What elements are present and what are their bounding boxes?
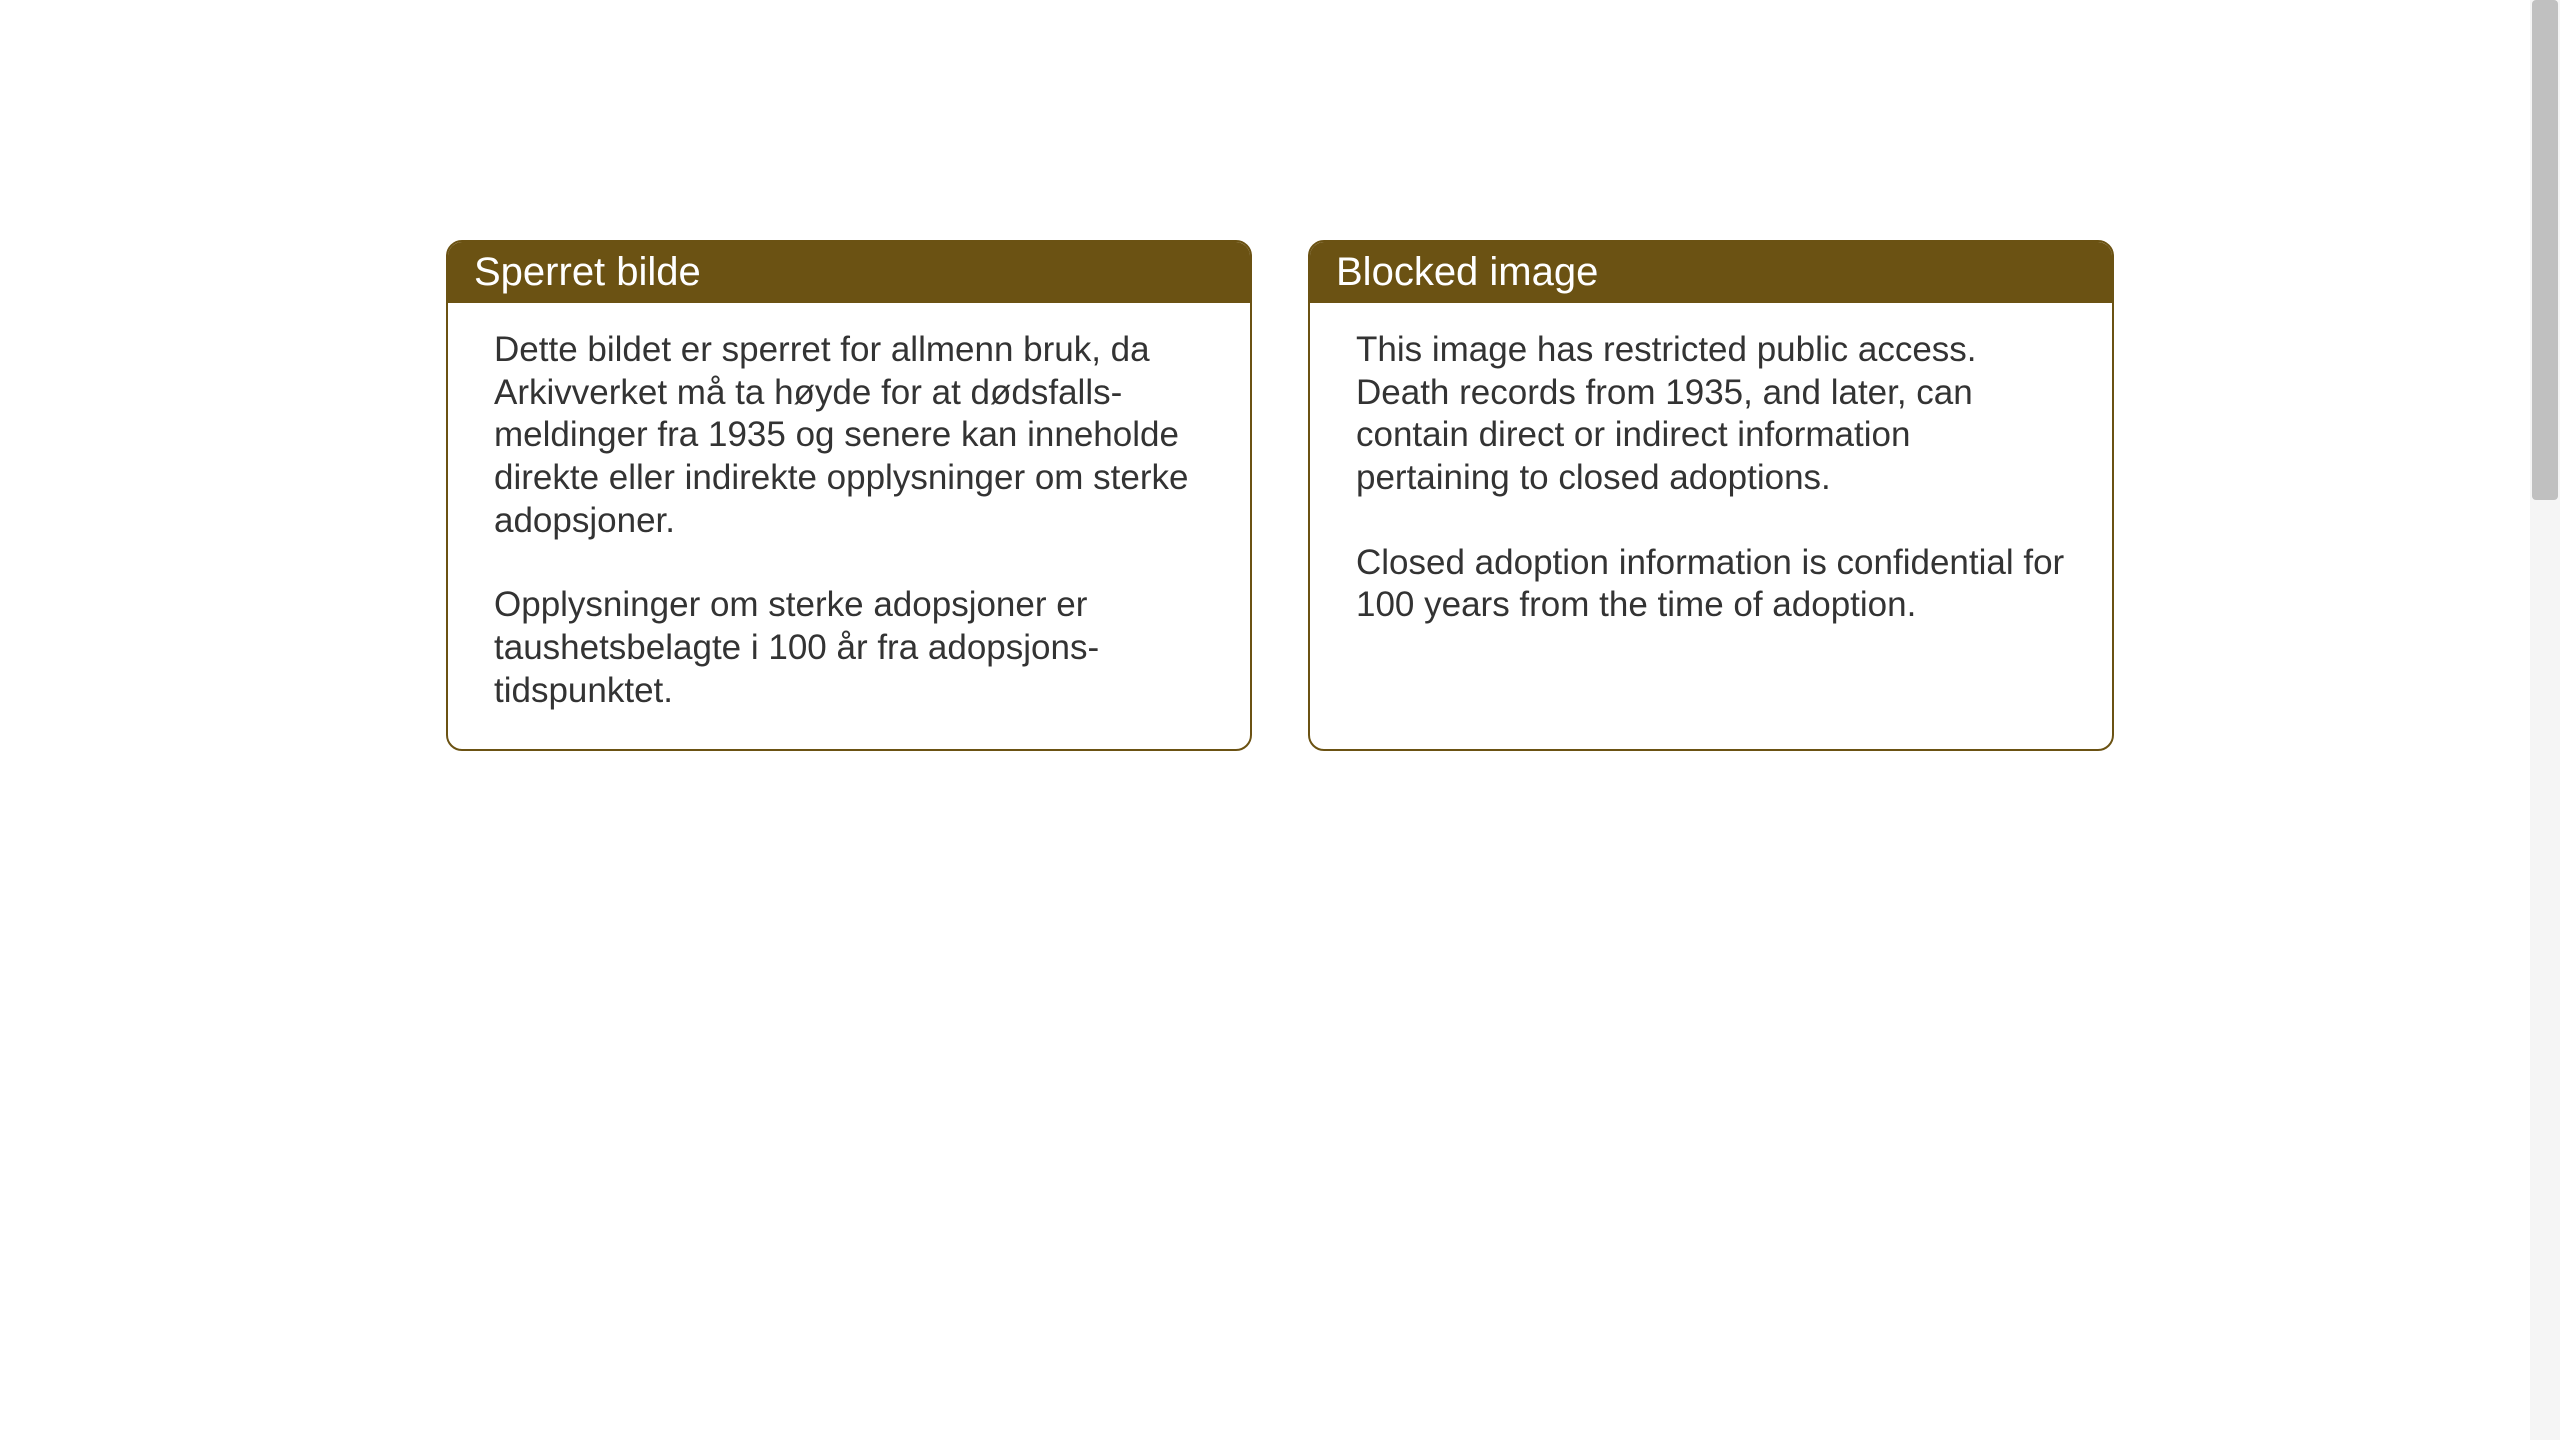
- norwegian-card-body: Dette bildet er sperret for allmenn bruk…: [448, 303, 1250, 749]
- scrollbar-track[interactable]: [2530, 0, 2560, 1440]
- norwegian-notice-card: Sperret bilde Dette bildet er sperret fo…: [446, 240, 1252, 751]
- english-card-body: This image has restricted public access.…: [1310, 303, 2112, 663]
- norwegian-card-title: Sperret bilde: [448, 242, 1250, 303]
- scrollbar-thumb[interactable]: [2532, 0, 2558, 500]
- norwegian-paragraph-1: Dette bildet er sperret for allmenn bruk…: [494, 329, 1204, 542]
- notice-container: Sperret bilde Dette bildet er sperret fo…: [446, 240, 2114, 751]
- english-paragraph-2: Closed adoption information is confident…: [1356, 542, 2066, 627]
- english-notice-card: Blocked image This image has restricted …: [1308, 240, 2114, 751]
- english-paragraph-1: This image has restricted public access.…: [1356, 329, 2066, 500]
- norwegian-paragraph-2: Opplysninger om sterke adopsjoner er tau…: [494, 584, 1204, 712]
- english-card-title: Blocked image: [1310, 242, 2112, 303]
